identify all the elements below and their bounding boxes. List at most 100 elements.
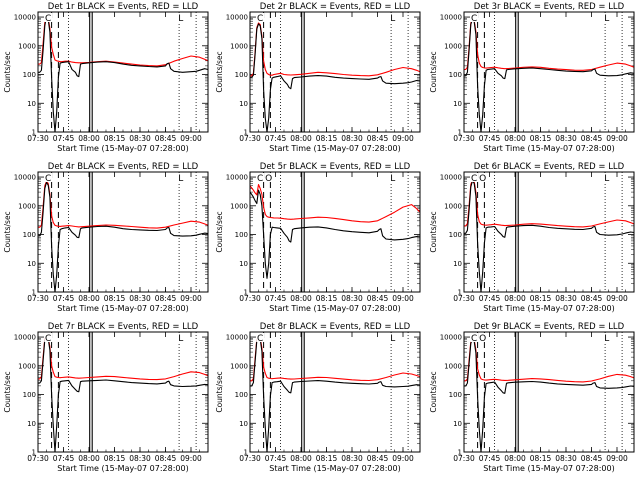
marker-label-c: C bbox=[257, 334, 263, 344]
y-tick-label: 10000 bbox=[226, 14, 248, 22]
x-tick-label: 08:15 bbox=[104, 294, 126, 303]
y-tick-label: 10 bbox=[453, 420, 462, 428]
x-tick-label: 07:30 bbox=[239, 294, 261, 303]
marker-label-l: L bbox=[178, 14, 183, 24]
x-tick-label: 09:00 bbox=[180, 294, 202, 303]
lld-series-line bbox=[38, 180, 209, 229]
mark-bg bbox=[176, 333, 185, 342]
x-tick-label: 08:00 bbox=[78, 454, 100, 463]
y-tick-label: 10 bbox=[27, 260, 36, 268]
x-tick-label: 08:00 bbox=[290, 134, 312, 143]
x-axis-label: Start Time (15-May-07 07:28:00) bbox=[483, 304, 614, 313]
x-axis-label: Start Time (15-May-07 07:28:00) bbox=[57, 464, 188, 473]
plot-frame bbox=[463, 171, 635, 293]
x-tick-label: 09:00 bbox=[606, 134, 628, 143]
x-tick-label: 07:45 bbox=[53, 454, 75, 463]
plot-frame bbox=[37, 171, 209, 293]
x-tick-label: 09:00 bbox=[180, 454, 202, 463]
x-tick-label: 07:45 bbox=[265, 134, 287, 143]
x-tick-label: 07:30 bbox=[453, 454, 475, 463]
x-axis-label: Start Time (15-May-07 07:28:00) bbox=[269, 464, 400, 473]
y-tick-label: 1 bbox=[32, 449, 36, 457]
y-tick-label: 1 bbox=[458, 129, 462, 137]
mark-bg bbox=[264, 173, 273, 182]
panel-det-5r: Det 5r BLACK = Events, RED = LLD 07:30 07:… bbox=[215, 162, 421, 313]
y-tick-label: 1 bbox=[244, 129, 248, 137]
x-tick-label: 08:15 bbox=[316, 294, 338, 303]
mark-bg bbox=[478, 173, 487, 182]
mark-bg bbox=[470, 13, 479, 22]
x-tick-label: 07:45 bbox=[53, 134, 75, 143]
x-tick-label: 08:30 bbox=[341, 454, 363, 463]
x-tick-label: 08:45 bbox=[581, 454, 603, 463]
y-tick-label: 10 bbox=[239, 100, 248, 108]
x-tick-label: 07:45 bbox=[265, 454, 287, 463]
x-tick-label: 08:45 bbox=[581, 294, 603, 303]
x-tick-label: 07:45 bbox=[479, 134, 501, 143]
events-series-line bbox=[38, 181, 209, 293]
x-tick-label: 08:00 bbox=[290, 294, 312, 303]
x-axis-label: Start Time (15-May-07 07:28:00) bbox=[483, 144, 614, 153]
x-tick-label: 08:15 bbox=[530, 294, 552, 303]
y-axis-label: Counts/sec bbox=[429, 371, 438, 412]
x-tick-label: 07:45 bbox=[53, 294, 75, 303]
x-tick-label: 09:00 bbox=[392, 294, 414, 303]
y-tick-label: 10000 bbox=[14, 14, 36, 22]
marker-label-o: O bbox=[265, 174, 272, 184]
panel-title: Det 6r BLACK = Events, RED = LLD bbox=[474, 162, 625, 172]
x-tick-label: 08:45 bbox=[155, 454, 177, 463]
y-axis-label: Counts/sec bbox=[3, 211, 12, 252]
marker-label-l: L bbox=[390, 174, 395, 184]
mark-bg bbox=[44, 173, 53, 182]
y-tick-label: 100 bbox=[235, 231, 248, 239]
x-tick-label: 08:15 bbox=[530, 454, 552, 463]
marker-label-c: C bbox=[45, 14, 51, 24]
x-tick-label: 08:15 bbox=[530, 134, 552, 143]
y-tick-label: 10000 bbox=[226, 174, 248, 182]
mark-bg bbox=[256, 173, 265, 182]
y-tick-label: 1 bbox=[32, 289, 36, 297]
x-tick-label: 09:00 bbox=[392, 134, 414, 143]
mark-bg bbox=[602, 333, 611, 342]
y-tick-label: 10000 bbox=[440, 334, 462, 342]
marker-label-c: C bbox=[257, 174, 263, 184]
x-tick-label: 08:15 bbox=[104, 454, 126, 463]
panel-det-9r: Det 9r BLACK = Events, RED = LLD 07:30 07:… bbox=[429, 322, 635, 473]
y-tick-label: 1000 bbox=[444, 42, 462, 50]
panel-det-8r: Det 8r BLACK = Events, RED = LLD 07:30 07:… bbox=[215, 322, 421, 473]
mark-bg bbox=[176, 173, 185, 182]
panel-title: Det 7r BLACK = Events, RED = LLD bbox=[48, 322, 199, 332]
marker-label-c: C bbox=[471, 334, 477, 344]
x-axis-label: Start Time (15-May-07 07:28:00) bbox=[57, 144, 188, 153]
y-axis-label: Counts/sec bbox=[215, 211, 224, 252]
x-tick-label: 08:00 bbox=[504, 134, 526, 143]
x-tick-label: 08:00 bbox=[78, 134, 100, 143]
plot-frame bbox=[37, 331, 209, 453]
plot-frame bbox=[249, 171, 421, 293]
y-tick-label: 100 bbox=[23, 71, 36, 79]
panel-title: Det 2r BLACK = Events, RED = LLD bbox=[260, 2, 411, 12]
x-tick-label: 08:45 bbox=[367, 294, 389, 303]
x-tick-label: 08:30 bbox=[555, 454, 577, 463]
lld-series-line bbox=[464, 179, 635, 228]
events-series-line bbox=[250, 23, 421, 133]
events-series-line bbox=[38, 15, 209, 133]
mark-bg bbox=[388, 13, 397, 22]
panel-title: Det 8r BLACK = Events, RED = LLD bbox=[260, 322, 411, 332]
x-tick-label: 08:45 bbox=[155, 134, 177, 143]
y-tick-label: 10 bbox=[27, 420, 36, 428]
mark-bg bbox=[470, 173, 479, 182]
x-tick-label: 09:00 bbox=[180, 134, 202, 143]
x-tick-label: 09:00 bbox=[606, 454, 628, 463]
marker-label-o: O bbox=[479, 334, 486, 344]
plot-frame bbox=[37, 11, 209, 133]
y-tick-label: 1000 bbox=[18, 362, 36, 370]
events-series-line bbox=[249, 189, 421, 279]
panel-title: Det 4r BLACK = Events, RED = LLD bbox=[48, 162, 199, 172]
events-series-line bbox=[250, 336, 421, 453]
x-tick-label: 07:30 bbox=[453, 294, 475, 303]
marker-label-l: L bbox=[604, 14, 609, 24]
y-tick-label: 1000 bbox=[230, 42, 248, 50]
x-tick-label: 08:00 bbox=[504, 454, 526, 463]
y-tick-label: 1 bbox=[458, 449, 462, 457]
